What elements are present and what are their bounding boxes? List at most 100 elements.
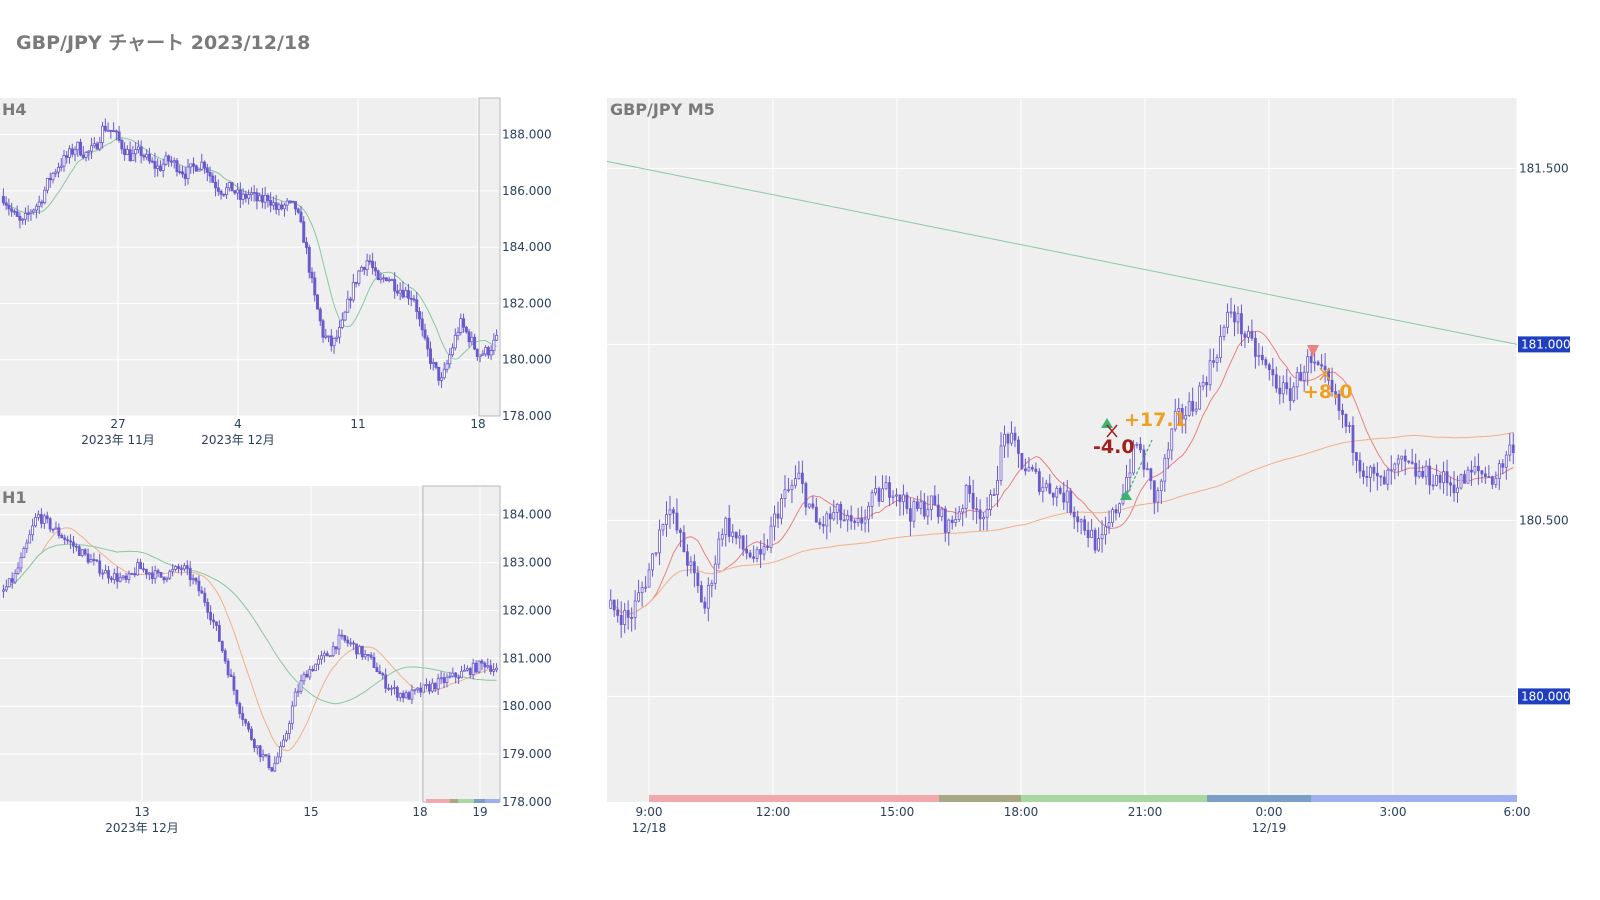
h4-candle <box>434 361 438 368</box>
m5-candle <box>1247 330 1250 338</box>
h1-candle <box>384 674 388 689</box>
h4-candle <box>51 172 55 181</box>
m5-candle <box>1285 382 1289 390</box>
h4-candle <box>445 363 449 370</box>
h1-candle <box>404 692 408 699</box>
m5-candle <box>1086 529 1090 538</box>
m5-chart[interactable]: +17.1 -4.0 +8.0 181.500 180.500 181.000 180.0… <box>606 98 1571 835</box>
h1-candle <box>220 640 224 652</box>
m5-candle <box>1438 474 1442 483</box>
h4-chart[interactable]: 188.000 186.000 184.000 182.000 180.000 178.0… <box>0 97 552 447</box>
h4-candle <box>426 337 430 350</box>
h1-candle <box>413 689 417 692</box>
m5-candle <box>1341 409 1344 415</box>
m5-session-segment <box>649 795 939 802</box>
m5-ma-long <box>606 160 1518 345</box>
m5-candle <box>936 504 940 517</box>
h1-session-segment <box>485 799 500 803</box>
h1-candle <box>174 566 178 570</box>
h1-candle <box>95 559 99 562</box>
h1-candle <box>340 634 344 637</box>
h1-grid <box>0 486 500 803</box>
h1-candle <box>325 653 329 657</box>
h4-candle <box>329 335 333 347</box>
m5-candle <box>1233 311 1236 323</box>
h4-candle <box>373 267 377 272</box>
m5-candle <box>1076 516 1080 523</box>
h4-candle <box>95 143 99 150</box>
m5-candle <box>1292 386 1296 401</box>
h4-candle <box>222 193 226 196</box>
h4-candle <box>62 155 66 167</box>
buy-entry-marker <box>1120 490 1132 500</box>
h4-candle <box>164 155 168 165</box>
h1-candle <box>393 687 396 689</box>
h4-candle <box>175 160 179 172</box>
h1-candle <box>51 528 55 531</box>
h1-candle <box>486 665 490 668</box>
m5-candle <box>1240 313 1243 335</box>
h4-candle <box>379 277 383 281</box>
m5-candle <box>734 531 738 539</box>
h4-candle <box>340 319 344 328</box>
m5-candle <box>1372 466 1376 474</box>
h4-candle <box>238 189 242 200</box>
h1-candle <box>86 553 90 563</box>
m5-plot-area <box>607 98 1517 802</box>
h1-candle <box>238 703 242 714</box>
m5-candle <box>1382 476 1386 485</box>
h4-candle <box>269 200 273 206</box>
m5-candle <box>1184 415 1188 420</box>
m5-xtick-label: 3:00 <box>1380 805 1407 819</box>
h4-candle <box>335 336 339 339</box>
h1-candle <box>185 565 189 569</box>
h4-xtick-label: 11 <box>350 417 365 431</box>
h4-candle <box>481 353 485 356</box>
m5-candle <box>929 495 933 510</box>
h1-xticks: 13 2023年 12月 15 18 19 <box>105 805 487 835</box>
h4-candle <box>252 192 256 195</box>
m5-candle <box>724 517 728 535</box>
h4-candle <box>420 318 424 331</box>
m5-candle <box>1414 462 1418 477</box>
h1-candle <box>252 739 256 749</box>
h1-candle <box>436 678 440 690</box>
h1-candle <box>445 676 449 683</box>
sell-entry-marker <box>1307 345 1319 357</box>
m5-candle <box>905 494 909 510</box>
h4-candle <box>161 163 165 171</box>
m5-candle <box>1090 529 1094 538</box>
h4-candle <box>203 161 207 169</box>
m5-candle <box>1104 526 1107 535</box>
h4-candle <box>131 153 135 162</box>
m5-candle <box>1236 313 1240 323</box>
h4-ytick-label: 178.000 <box>502 409 552 423</box>
h4-candle <box>384 277 388 282</box>
m5-candle <box>842 519 846 522</box>
h4-candle <box>448 354 452 365</box>
h4-candle <box>37 201 41 207</box>
m5-candle <box>996 480 999 495</box>
m5-candle <box>1107 522 1111 528</box>
m5-xticks: 9:00 12/18 12:00 15:00 18:00 21:00 0:00 12/19 3:… <box>632 805 1531 835</box>
h4-candle <box>368 260 372 263</box>
m5-candle <box>818 521 822 525</box>
m5-candle <box>1194 408 1198 412</box>
h1-chart[interactable]: 184.000 183.000 182.000 181.000 180.000 179.0… <box>0 485 552 835</box>
h4-range-highlight <box>478 97 501 417</box>
m5-candle <box>1295 372 1299 388</box>
h1-candle <box>343 635 347 641</box>
h1-candle <box>293 691 297 707</box>
m5-candle <box>1386 469 1390 485</box>
h1-ytick-label: 182.000 <box>502 603 552 617</box>
h1-candle <box>98 560 102 574</box>
h4-candle <box>219 190 223 195</box>
h1-candle <box>398 693 402 698</box>
h1-xtick-label: 15 <box>303 805 318 819</box>
h1-ytick-label: 179.000 <box>502 747 552 761</box>
h1-candle <box>145 568 148 575</box>
h1-yticks: 184.000 183.000 182.000 181.000 180.000 179.0… <box>502 508 552 809</box>
h4-candle <box>260 195 264 203</box>
m5-candle <box>748 552 752 558</box>
h1-candle <box>471 662 475 676</box>
